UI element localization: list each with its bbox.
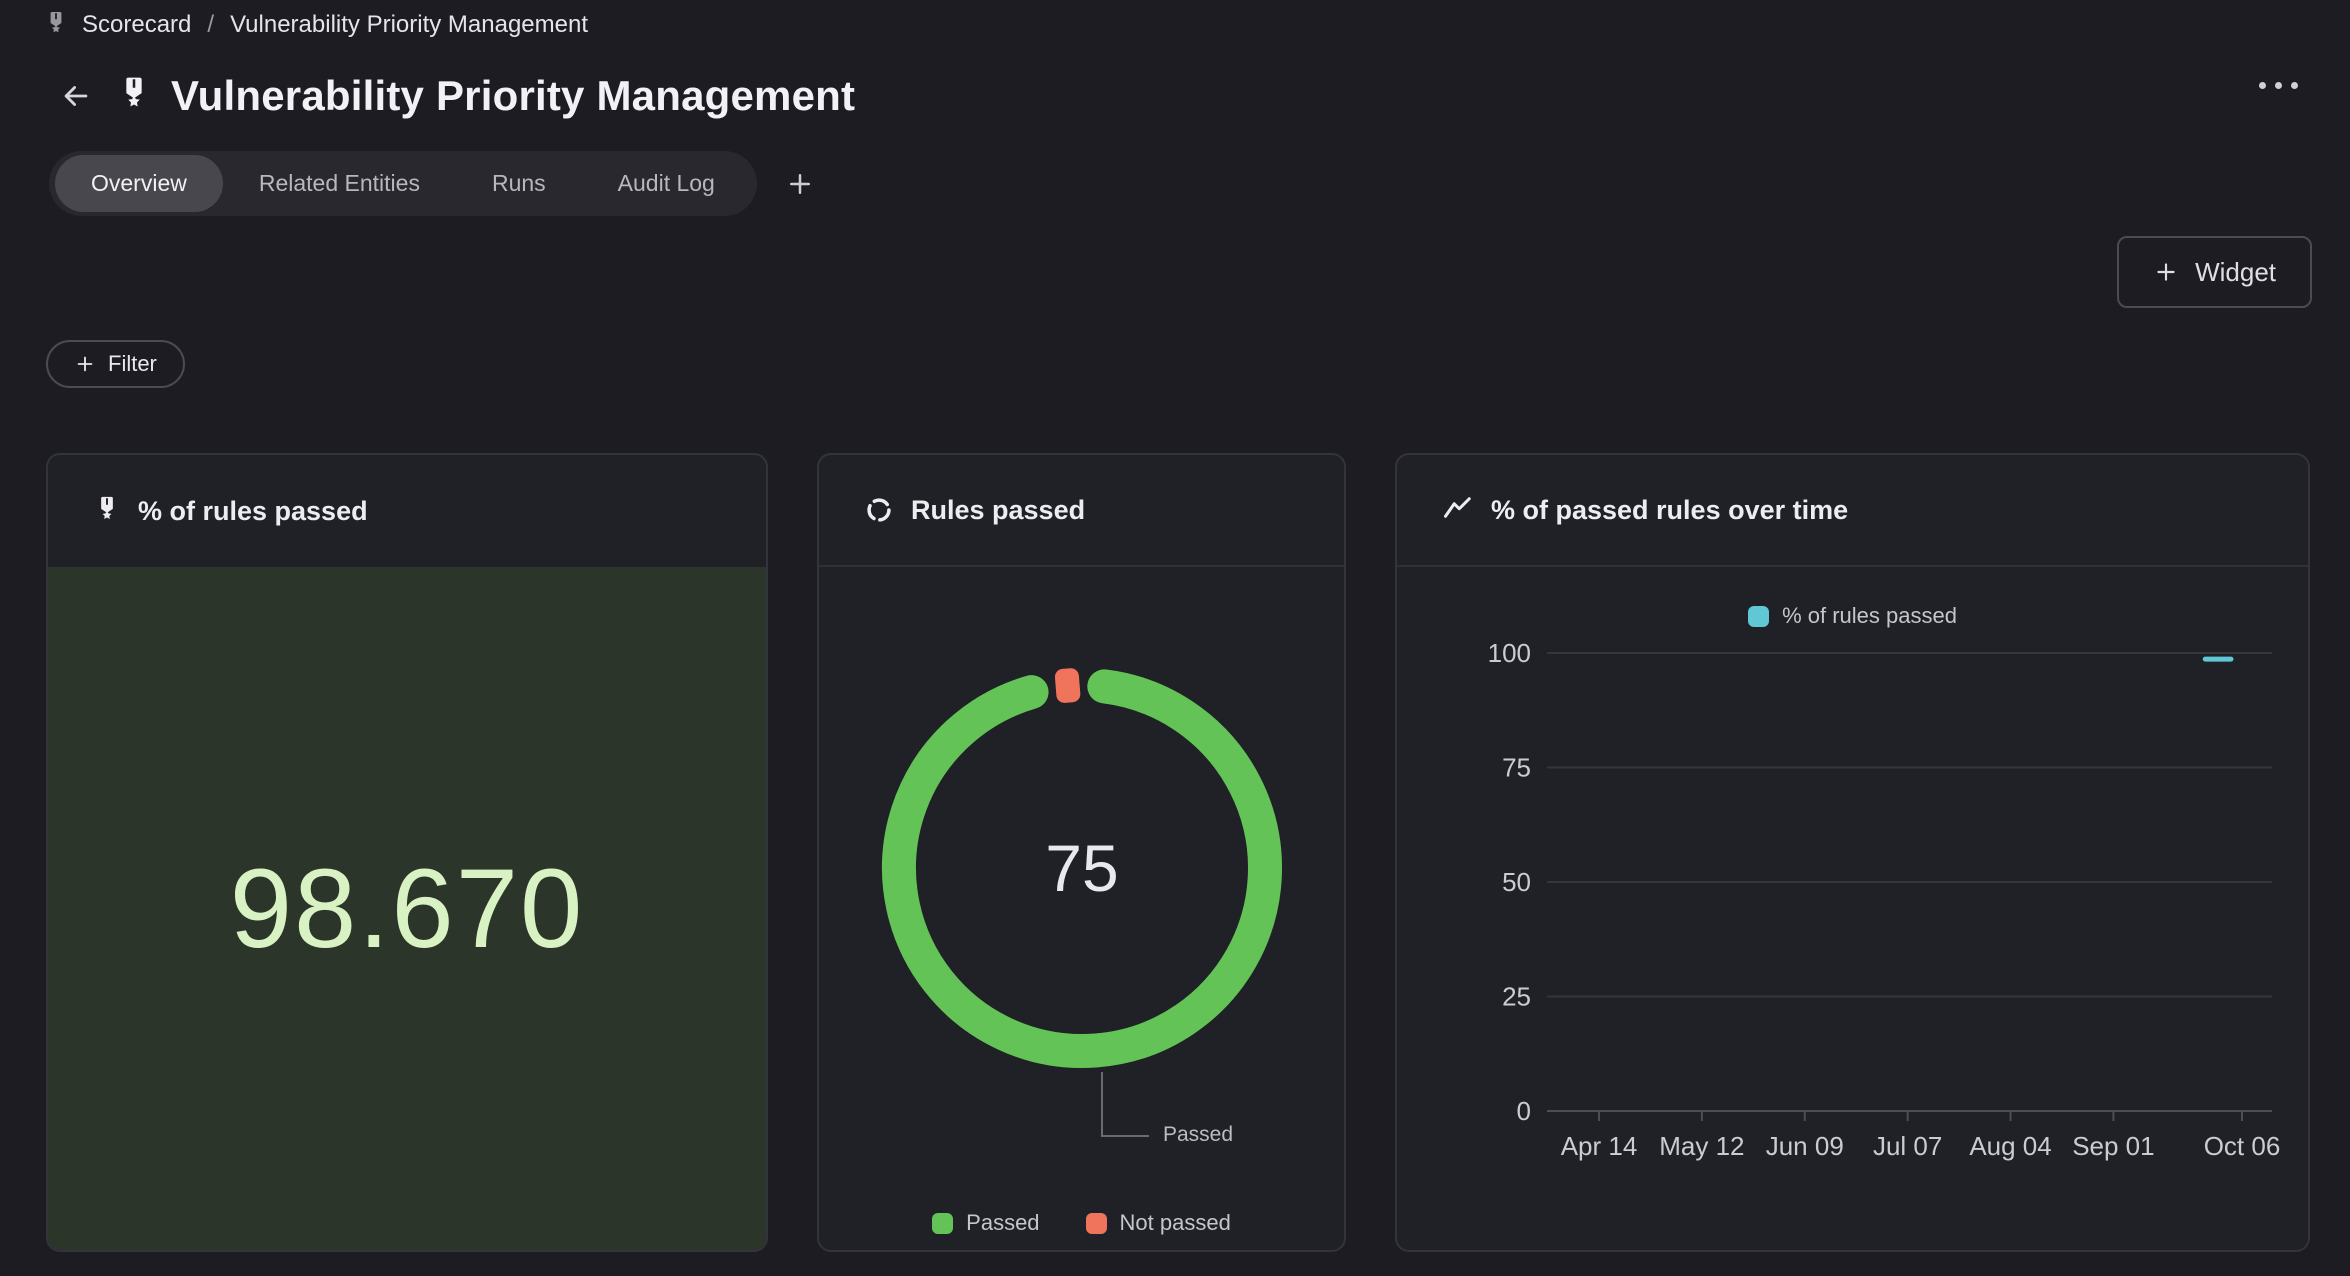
add-widget-label: Widget	[2195, 256, 2276, 287]
more-options-icon[interactable]	[2259, 82, 2298, 89]
legend-item-not-passed[interactable]: Not passed	[1085, 1210, 1231, 1236]
svg-text:25: 25	[1502, 982, 1531, 1012]
line-chart-legend: % of rules passed	[1397, 603, 2308, 629]
legend-label: % of rules passed	[1782, 603, 1957, 628]
metric-value: 98.670	[229, 846, 585, 971]
widget-header: % of passed rules over time	[1397, 455, 2308, 567]
donut-center-value: 75	[1045, 831, 1119, 905]
legend-swatch	[1748, 605, 1770, 627]
breadcrumb: Scorecard / Vulnerability Priority Manag…	[44, 10, 588, 40]
add-tab-icon[interactable]	[785, 169, 815, 199]
legend-swatch-not-passed	[1085, 1212, 1107, 1234]
tab-runs[interactable]: Runs	[491, 170, 546, 196]
svg-text:75: 75	[1502, 753, 1531, 783]
breadcrumb-current[interactable]: Vulnerability Priority Management	[230, 11, 588, 38]
add-widget-button[interactable]: Widget	[2117, 236, 2312, 308]
medal-icon	[44, 10, 68, 40]
widget-header: Rules passed	[819, 455, 1344, 567]
legend-item-passed[interactable]: Passed	[932, 1210, 1040, 1236]
svg-text:50: 50	[1502, 867, 1531, 897]
donut-chart-area: 75 Passed Passed Not passed	[819, 567, 1344, 1250]
legend-swatch-passed	[932, 1212, 954, 1234]
filter-label: Filter	[108, 351, 157, 376]
filter-button[interactable]: Filter	[46, 340, 185, 388]
widget-header: % of rules passed	[48, 455, 766, 567]
legend-label: Not passed	[1119, 1210, 1231, 1235]
plus-icon	[2153, 259, 2179, 285]
plus-icon	[74, 353, 96, 375]
svg-text:Jul 07: Jul 07	[1873, 1131, 1942, 1161]
svg-text:Jun 09: Jun 09	[1766, 1131, 1844, 1161]
svg-text:Aug 04: Aug 04	[1969, 1131, 2051, 1161]
donut-chart-icon	[865, 496, 893, 524]
number-panel: 98.670	[48, 567, 766, 1250]
tab-bar: Overview Related Entities Runs Audit Log	[49, 151, 815, 216]
widget-percent-rules-passed: % of rules passed 98.670	[46, 453, 768, 1252]
widget-title: % of passed rules over time	[1491, 494, 1849, 525]
legend-item-pct-rules-passed[interactable]: % of rules passed	[1748, 603, 1957, 629]
medal-icon	[117, 75, 151, 117]
svg-text:Apr 14: Apr 14	[1561, 1131, 1638, 1161]
title-row: Vulnerability Priority Management	[55, 64, 855, 128]
donut-callout-label: Passed	[1163, 1123, 1234, 1146]
page-title: Vulnerability Priority Management	[171, 72, 856, 119]
tab-audit-log[interactable]: Audit Log	[617, 170, 715, 196]
widget-grid: % of rules passed 98.670 Rules passed 75	[46, 453, 2310, 1252]
widget-title: Rules passed	[911, 494, 1086, 525]
tab-related-entities[interactable]: Related Entities	[258, 170, 420, 196]
breadcrumb-scorecard[interactable]: Scorecard	[82, 11, 192, 38]
legend-label: Passed	[966, 1210, 1040, 1235]
donut-legend: Passed Not passed	[819, 1210, 1344, 1236]
medal-icon	[94, 495, 120, 527]
svg-text:May 12: May 12	[1659, 1131, 1744, 1161]
tab-overview[interactable]: Overview	[55, 155, 223, 212]
breadcrumb-separator: /	[207, 11, 215, 38]
donut-chart	[882, 668, 1282, 1068]
widget-passed-rules-over-time: % of passed rules over time % of rules p…	[1395, 453, 2310, 1252]
widget-rules-passed: Rules passed 75 Passed Passed Not passed	[817, 453, 1346, 1252]
widget-title: % of rules passed	[138, 495, 368, 526]
line-chart-area: % of rules passed 0 25 50 75 100 Apr 14 May 12…	[1397, 567, 2308, 1250]
svg-text:Sep 01: Sep 01	[2072, 1131, 2154, 1161]
tab-group: Overview Related Entities Runs Audit Log	[49, 151, 757, 216]
line-chart: 0 25 50 75 100 Apr 14 May 12 Jun 09 Jul 07 Aug 04…	[1488, 638, 2281, 1161]
back-arrow-icon[interactable]	[55, 75, 97, 117]
svg-text:Oct 06: Oct 06	[2204, 1131, 2281, 1161]
line-chart-icon	[1443, 495, 1473, 525]
svg-text:0: 0	[1517, 1096, 1531, 1126]
svg-text:100: 100	[1488, 638, 1531, 668]
